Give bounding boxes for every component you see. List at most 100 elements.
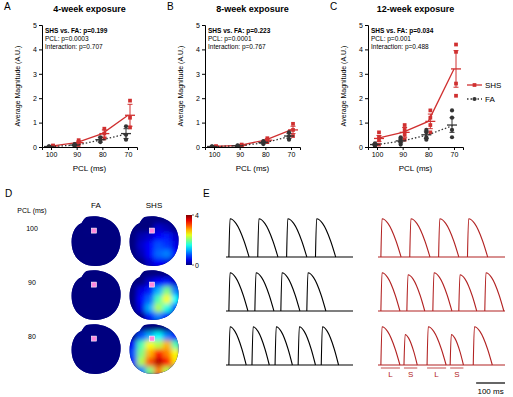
heat-cell [163, 304, 172, 313]
x-tick-mark [128, 147, 129, 150]
heat-cell [96, 312, 105, 321]
heat-cell [154, 323, 163, 332]
heat-cell [154, 258, 163, 267]
heat-cell [96, 323, 105, 332]
y-tick: 4 [196, 46, 205, 53]
heat-cell [70, 295, 79, 304]
heat-cell [96, 232, 105, 241]
heat-cell [163, 241, 172, 250]
heat-cell [105, 232, 114, 241]
error-bar [130, 104, 131, 126]
series-line [377, 125, 454, 145]
heat-map [128, 269, 181, 322]
heat-cell [145, 250, 154, 259]
heat-cell [128, 340, 137, 349]
data-point [73, 143, 77, 147]
heat-cell [145, 332, 154, 341]
heat-cell [87, 332, 96, 341]
heat-cell [87, 312, 96, 321]
heat-cell [79, 312, 88, 321]
action-potential [381, 273, 400, 311]
data-point [210, 144, 214, 147]
heat-cell [87, 250, 96, 259]
heat-cell [96, 295, 105, 304]
heat-cell [96, 278, 105, 287]
x-tick-mark [291, 147, 292, 150]
action-potential [229, 219, 249, 257]
heat-cell [137, 340, 146, 349]
heat-cell [137, 224, 146, 233]
heat-cell [87, 269, 96, 278]
heat-cell [79, 241, 88, 250]
heat-map [70, 323, 123, 376]
heat-cell [87, 358, 96, 367]
heat-cell [154, 215, 163, 224]
y-axis: 012345 [359, 22, 368, 151]
y-tick-mark [202, 74, 205, 75]
action-potential [229, 327, 246, 365]
heat-cell [70, 304, 79, 313]
x-tick: 70 [125, 147, 133, 158]
heat-cell [70, 332, 79, 341]
heat-cell [70, 323, 79, 332]
y-tick-label: 3 [33, 71, 37, 78]
heat-cell [113, 366, 122, 375]
heat-cell [137, 232, 146, 241]
action-potential [321, 327, 338, 365]
data-point [424, 128, 428, 132]
color-bar-label: 0 [195, 262, 199, 269]
heat-cell [113, 224, 122, 233]
heat-map [128, 215, 181, 268]
error-cap [291, 126, 296, 127]
heat-cell [105, 295, 114, 304]
y-tick-label: 3 [359, 71, 363, 78]
data-point [98, 135, 102, 139]
action-potential [258, 219, 278, 257]
y-tick: 0 [196, 144, 205, 151]
x-tick: 90 [399, 147, 407, 158]
heat-cell [154, 241, 163, 250]
heat-cell [171, 258, 180, 267]
data-point [428, 123, 432, 127]
y-tick: 3 [33, 71, 42, 78]
heat-cell [113, 241, 122, 250]
x-tick-label: 90 [399, 151, 407, 158]
heat-cell [87, 349, 96, 358]
heat-cell [87, 295, 96, 304]
heat-cell [154, 269, 163, 278]
heat-cell [70, 232, 79, 241]
error-cap [402, 127, 407, 128]
heat-cell [96, 286, 105, 295]
action-potential [298, 327, 315, 365]
legend-marker [473, 83, 477, 87]
y-tick-mark [365, 74, 368, 75]
data-point [47, 144, 51, 147]
heat-cell [137, 241, 146, 250]
data-point [287, 134, 291, 138]
heat-cell [154, 278, 163, 287]
column-header: SHS [146, 201, 162, 210]
heat-cell [79, 366, 88, 375]
heat-cell [137, 332, 146, 341]
heat-cell [137, 323, 146, 332]
action-potential [404, 334, 417, 365]
heat-cell [79, 269, 88, 278]
heat-cell [79, 332, 88, 341]
y-tick-mark [365, 147, 368, 148]
panel-label: D [5, 188, 12, 199]
beat-bracket [381, 368, 400, 369]
heat-cell [137, 215, 146, 224]
heat-cell [87, 232, 96, 241]
x-axis-title: PCL (ms) [236, 164, 270, 173]
heat-cell [105, 349, 114, 358]
annotation: PCL: p=0.001 [371, 35, 411, 43]
heat-cell [163, 224, 172, 233]
data-point [47, 144, 51, 147]
data-point [261, 139, 265, 143]
heat-cell [128, 250, 137, 259]
action-potential [450, 334, 463, 365]
chart-title: 8-week exposure [216, 4, 289, 14]
beat-bracket [450, 368, 463, 369]
heat-cell [163, 295, 172, 304]
heat-cell [128, 241, 137, 250]
